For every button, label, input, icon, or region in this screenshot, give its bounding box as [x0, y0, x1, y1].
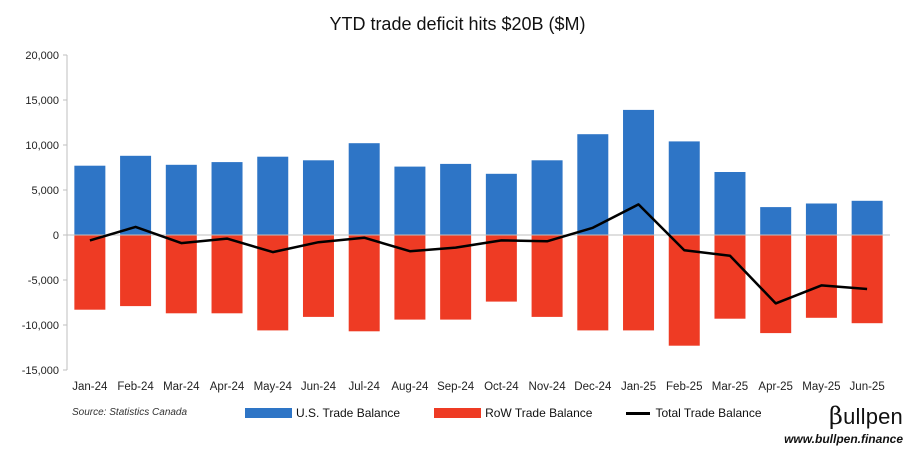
- x-tick-label: Jun-25: [850, 381, 885, 393]
- bar-us: [165, 164, 197, 235]
- y-tick-label: 20,000: [25, 50, 59, 62]
- bar-us: [257, 156, 289, 235]
- bar-us: [805, 203, 837, 235]
- x-tick-label: Sep-24: [437, 381, 475, 393]
- bar-us: [211, 162, 243, 235]
- legend-label-row: RoW Trade Balance: [485, 406, 593, 420]
- bar-row: [485, 235, 517, 302]
- bar-row: [165, 235, 197, 314]
- x-tick-label: Feb-25: [666, 381, 702, 393]
- x-tick-label: Mar-25: [712, 381, 748, 393]
- bar-row: [531, 235, 563, 317]
- brand: βullpen www.bullpen.finance: [784, 402, 903, 446]
- y-tick-label: -10,000: [22, 320, 59, 332]
- x-tick-label: Oct-24: [484, 381, 519, 393]
- x-tick-label: May-24: [254, 381, 293, 393]
- bar-us: [440, 163, 472, 235]
- bar-us: [394, 166, 426, 235]
- x-tick-label: Jul-24: [349, 381, 381, 393]
- bar-us: [120, 155, 152, 235]
- bar-row: [211, 235, 243, 314]
- legend-label-total: Total Trade Balance: [655, 406, 762, 420]
- legend-swatch-row: [434, 408, 482, 418]
- x-tick-label: Jun-24: [301, 381, 337, 393]
- x-tick-label: May-25: [802, 381, 840, 393]
- legend-label-us: U.S. Trade Balance: [296, 406, 401, 420]
- total-trade-balance-line: [89, 203, 868, 305]
- x-tick-label: Mar-24: [163, 381, 200, 393]
- bar-us: [302, 160, 334, 235]
- bar-us: [668, 141, 700, 235]
- bar-us: [485, 173, 517, 235]
- bar-row: [302, 235, 334, 317]
- bar-row: [805, 235, 837, 318]
- bar-row: [714, 235, 746, 319]
- legend-swatch-us: [245, 408, 292, 418]
- x-tick-label: Jan-24: [72, 381, 108, 393]
- bar-row: [760, 235, 792, 334]
- bar-us: [714, 172, 746, 235]
- bar-row: [120, 235, 152, 307]
- bar-us: [577, 134, 609, 235]
- y-tick-label: 5,000: [31, 185, 59, 197]
- y-tick-label: -15,000: [22, 365, 59, 377]
- x-tick-label: Apr-24: [210, 381, 245, 393]
- chart-plot: -15,000 -10,000 -5,000 0 5,000 10,000 15,000 20…: [22, 50, 890, 393]
- y-tick-label: 0: [53, 230, 59, 242]
- brand-url: www.bullpen.finance: [784, 432, 903, 446]
- legend-swatch-total: [626, 411, 651, 415]
- legend-item-total: Total Trade Balance: [626, 406, 762, 420]
- y-tick-label: 15,000: [25, 95, 59, 107]
- bar-row: [668, 235, 700, 346]
- bar-us: [348, 143, 380, 235]
- bar-us: [851, 200, 883, 235]
- y-tick-label: -5,000: [28, 275, 59, 287]
- legend-item-us: U.S. Trade Balance: [245, 406, 400, 420]
- bar-us: [74, 165, 106, 235]
- bar-row: [577, 235, 609, 331]
- legend: U.S. Trade Balance RoW Trade Balance Tot…: [245, 406, 796, 420]
- bar-row: [348, 235, 380, 332]
- x-tick-label: Nov-24: [529, 381, 567, 393]
- x-tick-label: Aug-24: [391, 381, 429, 393]
- bullpen-logo: βullpen: [829, 402, 903, 430]
- y-tick-label: 10,000: [25, 140, 59, 152]
- legend-item-row: RoW Trade Balance: [434, 406, 592, 420]
- x-tick-label: Apr-25: [758, 381, 793, 393]
- bar-row: [623, 235, 655, 331]
- chart-title: YTD trade deficit hits $20B ($M): [329, 14, 586, 34]
- bar-row: [851, 235, 883, 324]
- bar-us: [531, 160, 563, 235]
- x-tick-label: Feb-24: [117, 381, 154, 393]
- source-note: Source: Statistics Canada: [72, 407, 188, 418]
- x-tick-label: Jan-25: [621, 381, 656, 393]
- bar-us: [760, 207, 792, 235]
- bar-row: [74, 235, 106, 310]
- x-tick-label: Dec-24: [574, 381, 612, 393]
